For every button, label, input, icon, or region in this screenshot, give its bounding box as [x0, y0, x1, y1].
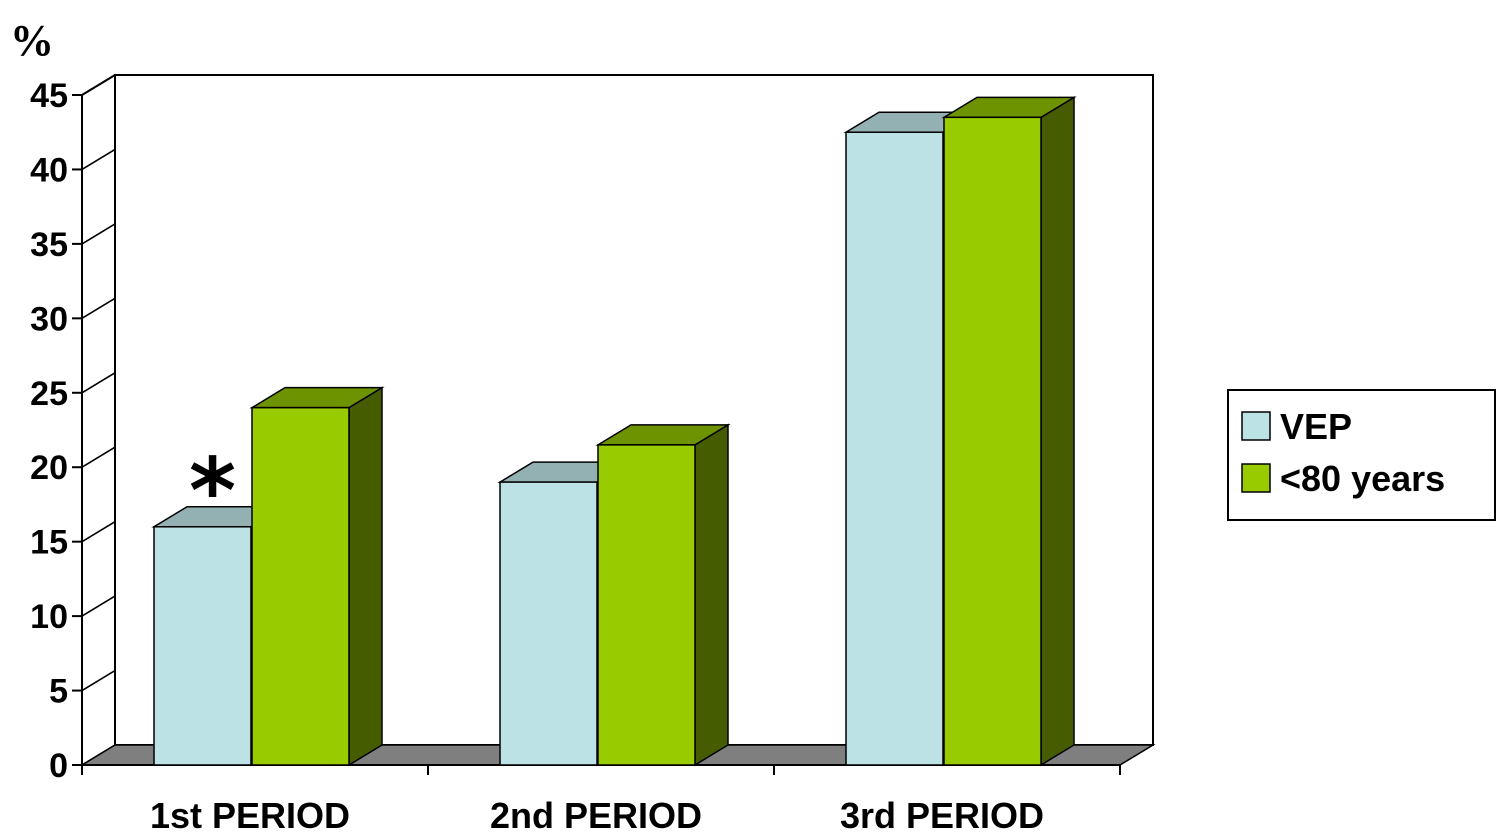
legend-label: VEP	[1280, 406, 1352, 447]
gridline-side	[81, 223, 116, 245]
y-tick-label: 10	[30, 598, 68, 636]
y-tick-label: 35	[30, 226, 68, 264]
y-tick-label: 30	[30, 300, 68, 338]
category-label: 1st PERIOD	[150, 795, 350, 835]
annotations: *	[189, 439, 236, 544]
gridline-side	[81, 669, 116, 692]
y-tick-labels: 0 5 10 15 20 25 30 35 40 45	[30, 77, 68, 785]
gridline-side	[81, 297, 116, 320]
side-wall-top	[81, 74, 116, 96]
category-label: 3rd PERIOD	[840, 795, 1044, 835]
y-tick-label: 25	[30, 375, 68, 413]
bar-under-80-3	[941, 96, 1077, 767]
y-tick-label: 20	[30, 449, 68, 487]
significance-marker: *	[189, 439, 236, 544]
legend-swatch	[1241, 463, 1271, 493]
gridline-side	[81, 148, 116, 171]
gridline-side	[81, 372, 116, 394]
legend: VEP <80 years	[1227, 389, 1496, 521]
y-tick-label: 0	[49, 747, 68, 785]
bar-under-80-1	[249, 386, 385, 767]
y-tick-label: 5	[49, 673, 68, 711]
y-axis-label: %	[10, 16, 54, 65]
legend-swatch	[1241, 411, 1271, 441]
legend-label: <80 years	[1280, 458, 1445, 499]
legend-box	[1227, 389, 1496, 521]
y-tick-label: 45	[30, 77, 68, 115]
gridline-side	[81, 446, 116, 468]
y-tick-label: 15	[30, 524, 68, 562]
category-label: 2nd PERIOD	[490, 795, 702, 835]
bars	[151, 96, 1077, 767]
category-labels: 1st PERIOD 2nd PERIOD 3rd PERIOD	[150, 795, 1044, 835]
gridline-side	[81, 595, 116, 617]
bar-under-80-2	[595, 423, 731, 767]
gridline-side	[81, 520, 116, 543]
y-tick-label: 40	[30, 151, 68, 189]
